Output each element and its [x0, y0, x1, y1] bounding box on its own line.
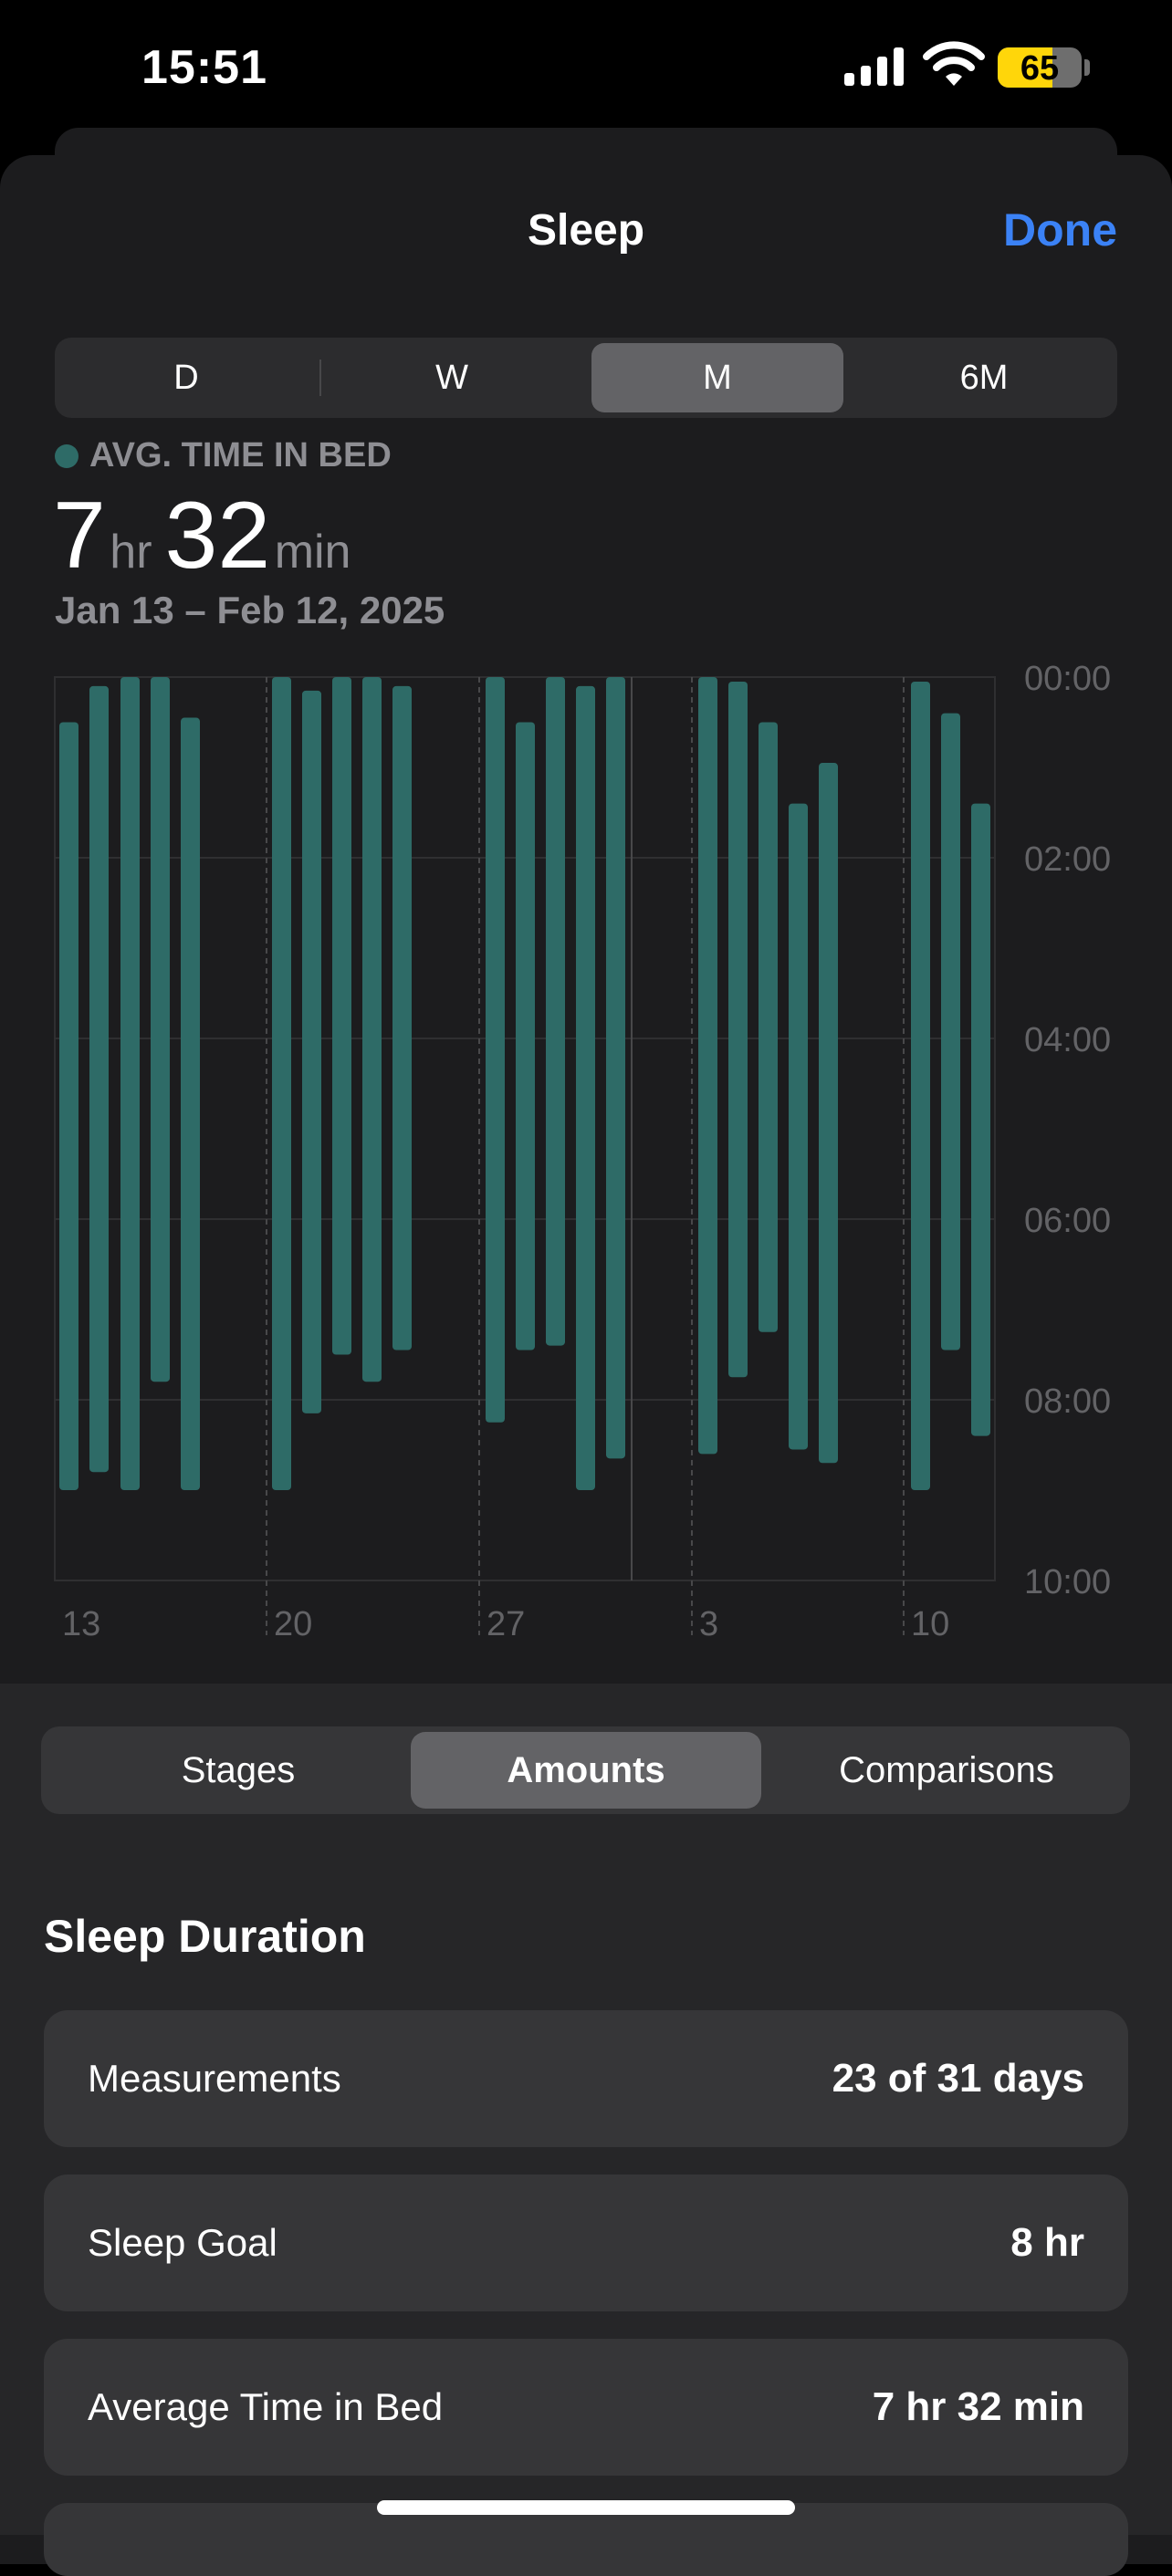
- y-tick-label: 02:00: [1024, 840, 1111, 879]
- sleep-bar[interactable]: [759, 722, 778, 1332]
- plot-frame: [54, 676, 996, 1581]
- time-in-bed-chart[interactable]: 00:00 02:00 04:00 06:00 08:00 10:00 13 20 27 3 10: [0, 657, 1172, 1679]
- wifi-icon: [923, 41, 985, 86]
- section-title: Sleep Duration: [44, 1911, 366, 1962]
- average-time-in-bed-value: 7 hr 32 min: [53, 482, 363, 590]
- x-tick-label: 13: [62, 1605, 100, 1643]
- sleep-bar[interactable]: [486, 677, 505, 1423]
- row-label: Average Time in Bed: [88, 2385, 444, 2428]
- done-button[interactable]: Done: [1003, 204, 1117, 256]
- hours-unit: hr: [110, 526, 152, 579]
- sleep-bar[interactable]: [576, 685, 595, 1490]
- status-time: 15:51: [141, 41, 267, 94]
- legend-dot-icon: [55, 444, 78, 468]
- average-time-in-bed-row[interactable]: Average Time in Bed 7 hr 32 min: [44, 2339, 1128, 2476]
- sleep-bar[interactable]: [728, 681, 748, 1378]
- sleep-bar[interactable]: [181, 717, 200, 1490]
- minutes-value: 32: [164, 483, 271, 589]
- sleep-bar[interactable]: [516, 722, 535, 1351]
- page-title: Sleep: [527, 206, 645, 255]
- cellular-signal-icon: [844, 47, 904, 86]
- tab-comparisons[interactable]: Comparisons: [839, 1750, 1054, 1790]
- range-tab-week[interactable]: W: [435, 359, 468, 397]
- divider: [319, 360, 321, 396]
- chart-legend: AVG. TIME IN BED: [55, 436, 392, 475]
- range-tab-month[interactable]: M: [591, 343, 843, 412]
- tab-amounts[interactable]: Amounts: [411, 1732, 761, 1809]
- date-range: Jan 13 – Feb 12, 2025: [55, 589, 445, 631]
- view-selector: Stages Amounts Comparisons: [41, 1726, 1130, 1814]
- sleep-bar[interactable]: [789, 803, 808, 1450]
- y-tick-label: 04:00: [1024, 1021, 1111, 1059]
- row-label: Sleep Goal: [88, 2221, 277, 2264]
- sleep-bar[interactable]: [59, 722, 78, 1491]
- status-bar: 15:51 65: [0, 0, 1172, 137]
- x-tick-label: 10: [911, 1605, 949, 1643]
- row-value: 7 hr 32 min: [872, 2384, 1084, 2429]
- sleep-bar[interactable]: [971, 803, 990, 1436]
- home-indicator[interactable]: [377, 2500, 795, 2515]
- legend-label: AVG. TIME IN BED: [89, 436, 392, 475]
- sleep-goal-row[interactable]: Sleep Goal 8 hr: [44, 2174, 1128, 2311]
- y-tick-label: 06:00: [1024, 1202, 1111, 1240]
- hours-value: 7: [53, 483, 106, 589]
- sleep-bar[interactable]: [698, 677, 717, 1455]
- sleep-bar[interactable]: [272, 677, 291, 1490]
- sleep-bar[interactable]: [151, 677, 170, 1382]
- sleep-bar[interactable]: [546, 677, 565, 1346]
- sleep-bar[interactable]: [606, 677, 625, 1459]
- y-tick-label: 08:00: [1024, 1382, 1111, 1421]
- sleep-bar[interactable]: [302, 690, 321, 1413]
- sleep-bar[interactable]: [392, 685, 412, 1351]
- row-label: Measurements: [88, 2057, 341, 2100]
- sleep-bar[interactable]: [911, 681, 930, 1490]
- sleep-bar[interactable]: [941, 713, 960, 1351]
- minutes-unit: min: [274, 526, 351, 579]
- sleep-bar[interactable]: [120, 677, 140, 1490]
- measurements-row[interactable]: Measurements 23 of 31 days: [44, 2010, 1128, 2147]
- battery-icon: 65: [998, 47, 1082, 88]
- y-tick-label: 00:00: [1024, 660, 1111, 698]
- tab-stages[interactable]: Stages: [181, 1750, 296, 1790]
- row-value: 8 hr: [1010, 2220, 1084, 2265]
- sleep-bar[interactable]: [89, 685, 109, 1473]
- row-value: 23 of 31 days: [832, 2056, 1084, 2101]
- range-tab-6-months[interactable]: 6M: [959, 359, 1009, 397]
- sleep-bar[interactable]: [362, 677, 382, 1382]
- x-tick-label: 3: [699, 1605, 718, 1643]
- battery-fill: [998, 47, 1052, 88]
- x-tick-label: 27: [487, 1605, 525, 1643]
- sleep-bar[interactable]: [819, 763, 838, 1464]
- y-tick-label: 10:00: [1024, 1563, 1111, 1601]
- range-tab-day[interactable]: D: [173, 359, 199, 397]
- range-selector: D W M 6M: [55, 338, 1117, 418]
- sleep-bar[interactable]: [332, 677, 351, 1355]
- battery-level: 65: [1020, 49, 1060, 88]
- x-tick-label: 20: [274, 1605, 312, 1643]
- battery-tip: [1084, 59, 1090, 76]
